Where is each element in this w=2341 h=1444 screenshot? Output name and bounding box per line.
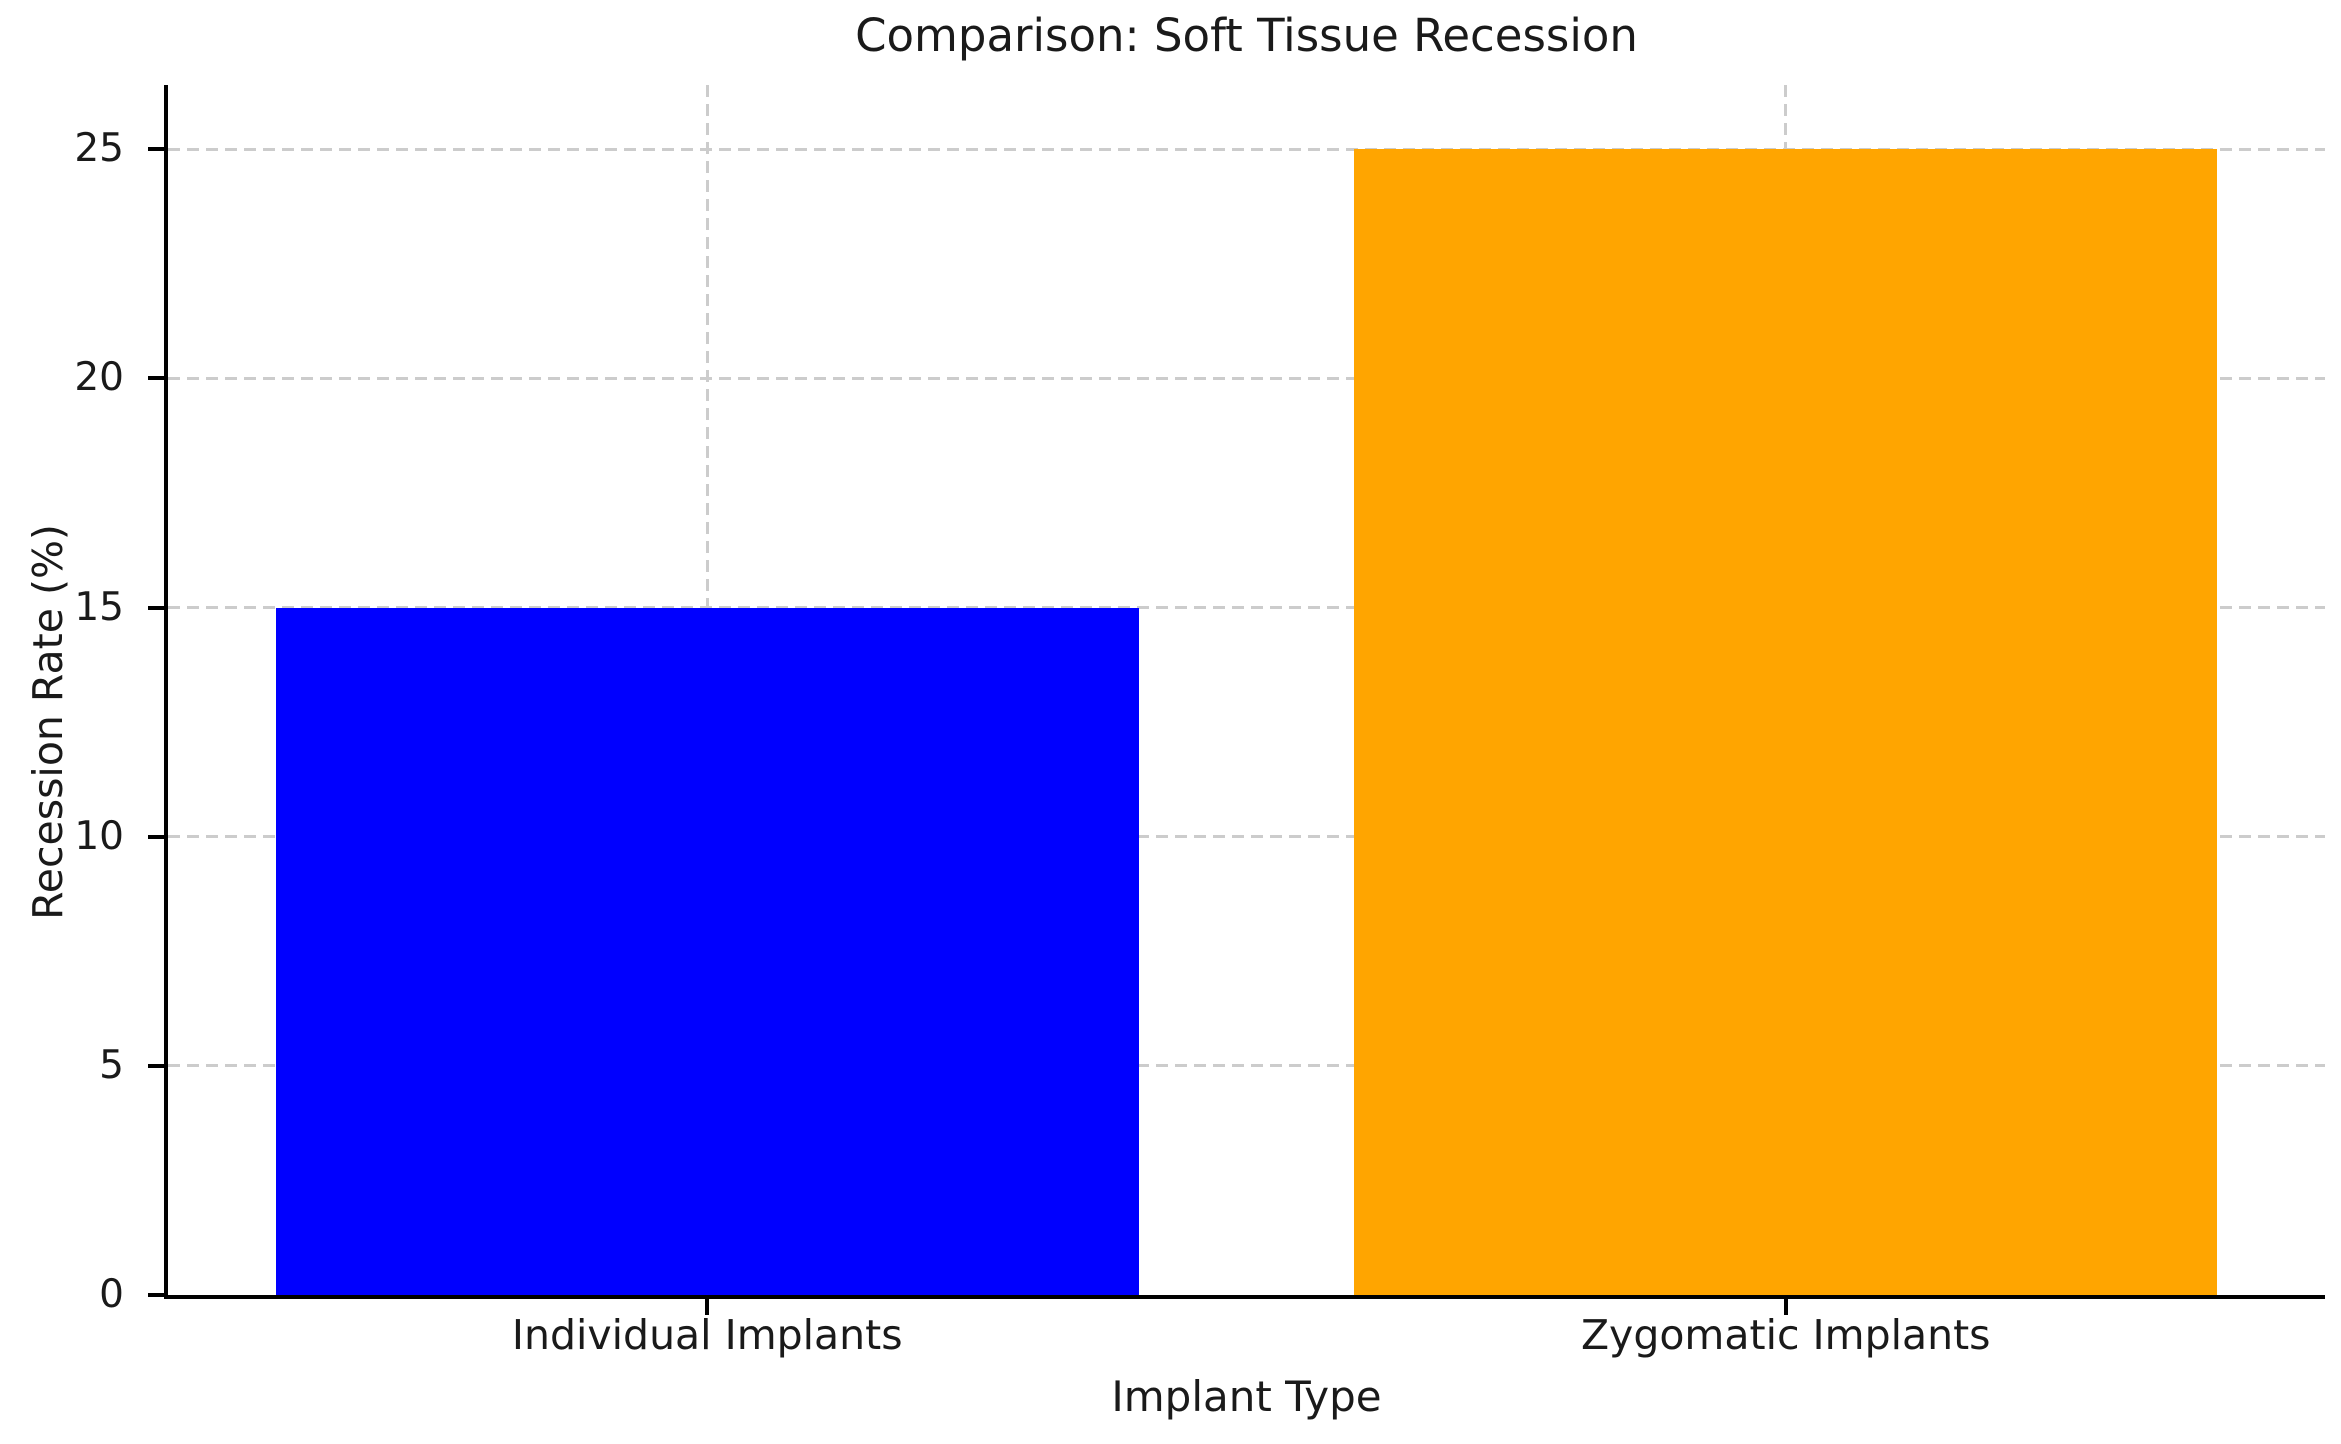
horizontal-gridline xyxy=(168,376,2325,380)
y-tick-mark xyxy=(148,147,168,152)
horizontal-gridline xyxy=(168,835,2325,839)
y-tick-label: 10 xyxy=(74,813,124,859)
bar-zygomatic-implants xyxy=(1354,149,2218,1295)
horizontal-gridline xyxy=(168,606,2325,609)
y-tick-mark xyxy=(148,376,168,381)
x-tick-mark xyxy=(1783,1299,1788,1315)
x-tick-label: Zygomatic Implants xyxy=(1580,1311,1991,1359)
y-tick-mark xyxy=(148,1063,168,1068)
y-tick-mark xyxy=(148,834,168,839)
y-tick-label: 5 xyxy=(99,1042,124,1088)
bar-individual-implants xyxy=(275,607,1139,1295)
y-tick-label: 0 xyxy=(99,1272,124,1317)
plot-area: 0 5 10 15 20 25 Individual Implants Zygomatic I… xyxy=(74,85,2325,1359)
chart-title: Comparison: Soft Tissue Recession xyxy=(855,9,1638,62)
y-tick-mark xyxy=(148,605,168,610)
horizontal-gridline xyxy=(168,1064,2325,1068)
y-tick-label: 25 xyxy=(74,126,124,172)
y-tick-label: 20 xyxy=(74,355,124,401)
y-tick-mark xyxy=(148,1293,168,1297)
x-axis-label: Implant Type xyxy=(1111,1372,1382,1421)
y-tick-label: 15 xyxy=(74,584,124,630)
horizontal-gridline xyxy=(168,147,2325,151)
x-tick-mark xyxy=(705,1299,710,1315)
x-tick-label: Individual Implants xyxy=(511,1311,903,1359)
